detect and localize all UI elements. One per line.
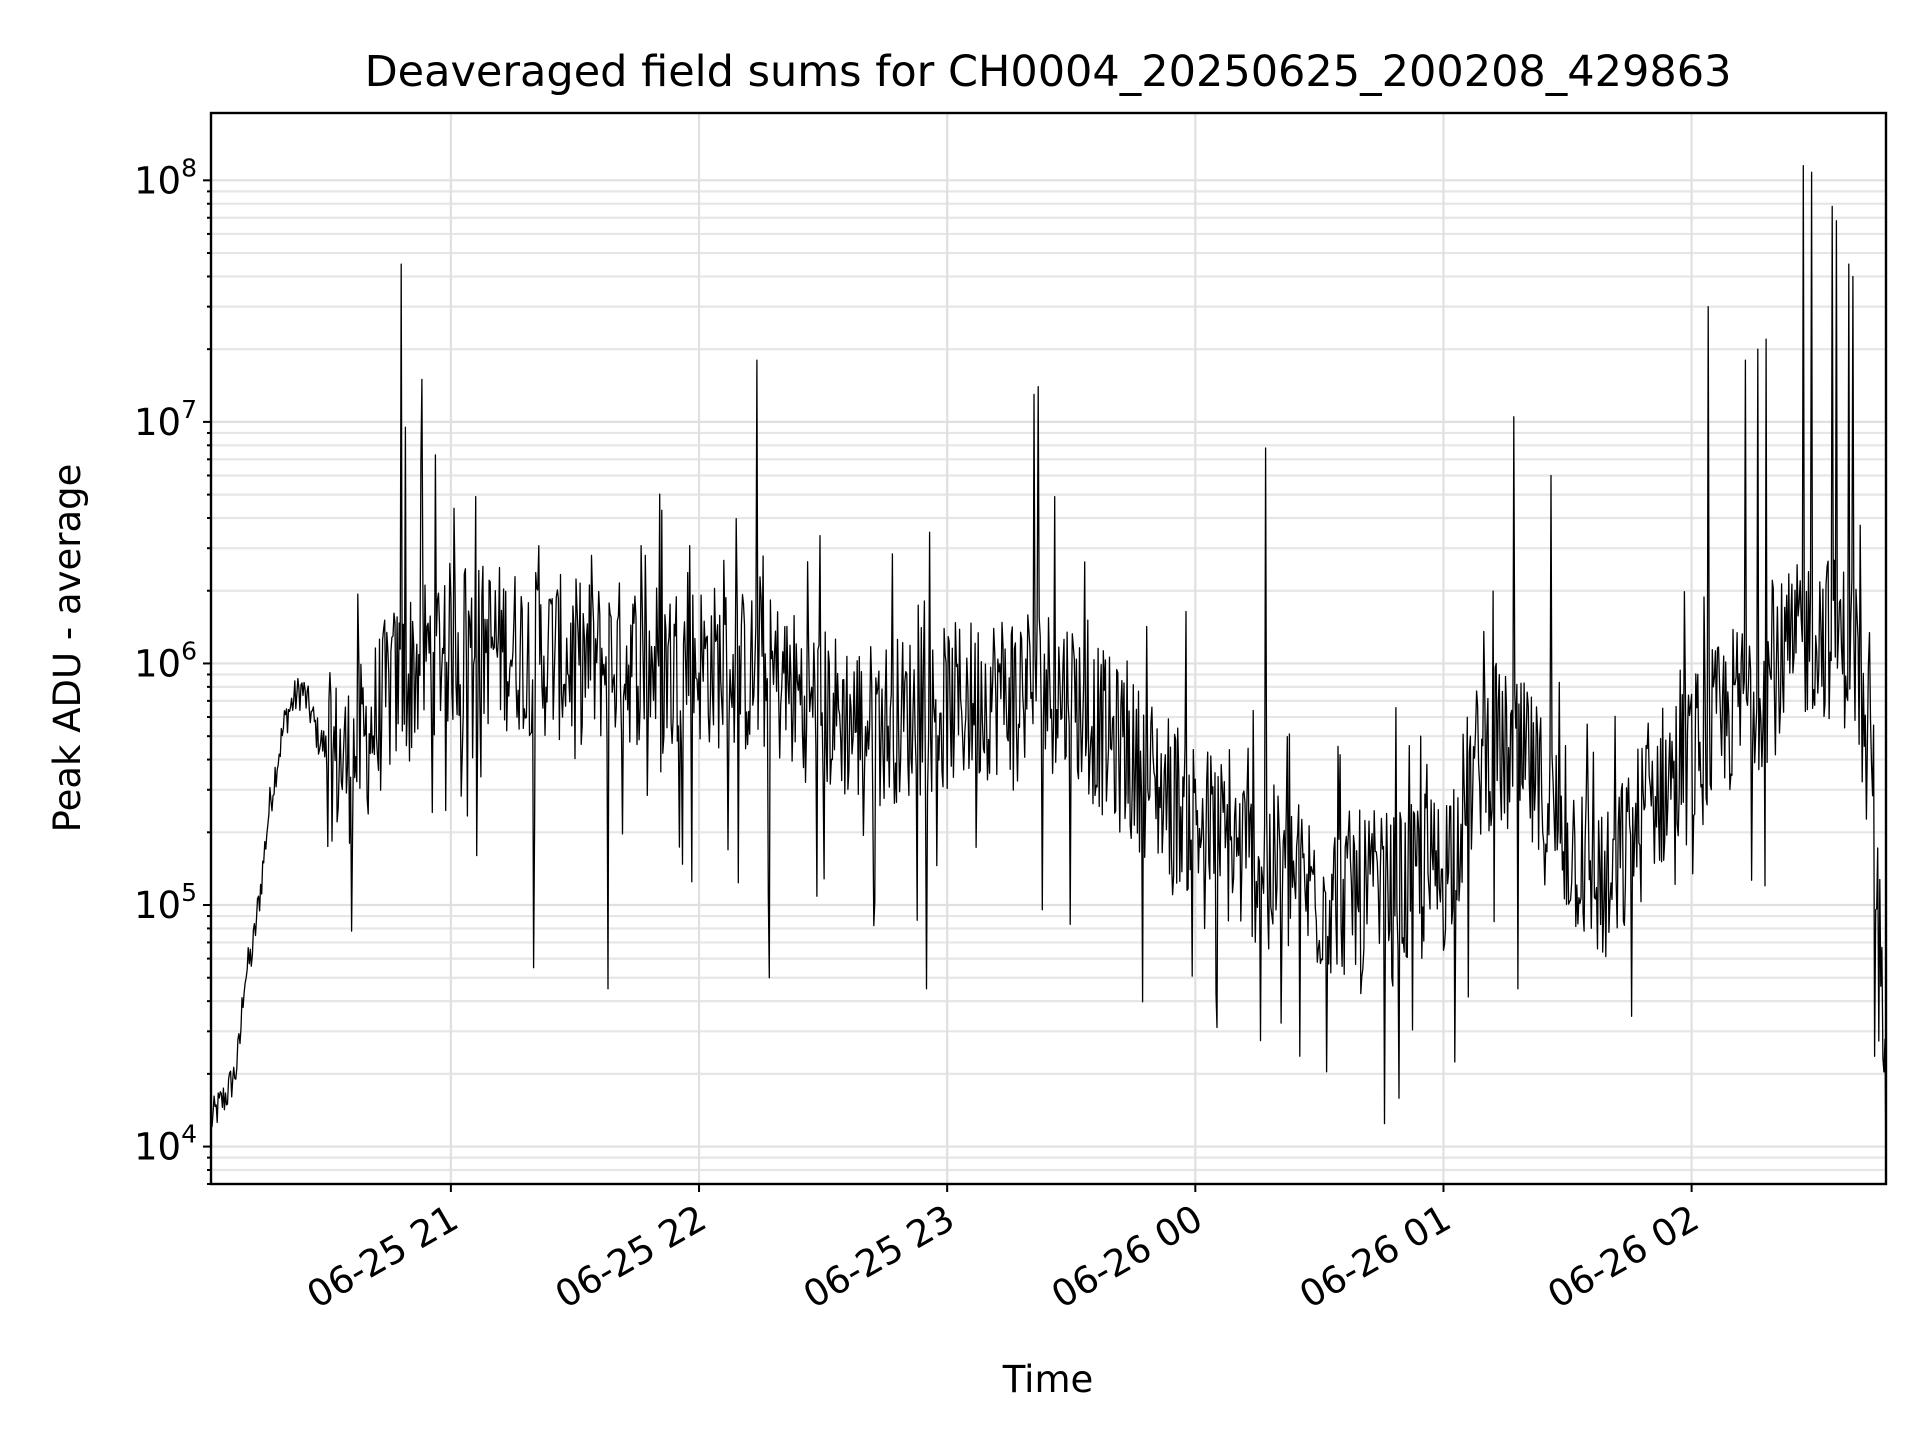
- plot-frame: [209, 111, 1888, 1186]
- chart-title: Deaveraged field sums for CH0004_2025062…: [365, 47, 1732, 97]
- series-line: [210, 165, 1887, 1179]
- y-axis: 104 105 106 107 108: [134, 153, 211, 1185]
- series-group: [210, 165, 1887, 1179]
- y-tick-label: 108: [134, 153, 197, 202]
- y-tick-label: 104: [134, 1120, 197, 1169]
- y-tick-label: 106: [134, 636, 197, 685]
- x-axis-label: Time: [1002, 1358, 1094, 1401]
- y-tick-label: 107: [134, 395, 197, 444]
- y-tick-label: 105: [134, 878, 197, 927]
- y-axis-label: Peak ADU - average: [46, 464, 89, 833]
